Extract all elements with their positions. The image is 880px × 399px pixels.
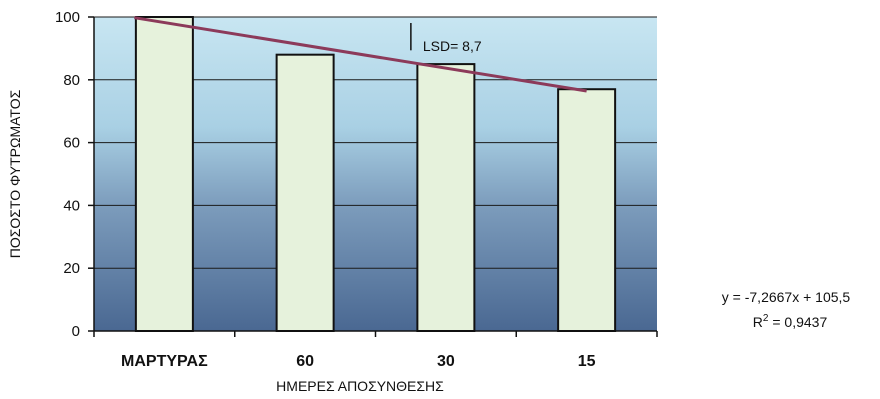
r2-value: = 0,9437: [768, 314, 827, 330]
r2-prefix: R: [753, 314, 763, 330]
lsd-group: LSD= 8,7: [410, 23, 482, 54]
r2-sup: 2: [763, 313, 769, 324]
trend-r-squared: R2 = 0,9437: [753, 313, 828, 330]
x-tick-label-2: 30: [437, 353, 455, 370]
x-tick-label-1: 60: [296, 353, 314, 370]
y-axis: 0 20 40 60 80 100: [55, 9, 95, 340]
trendline-group: [134, 16, 587, 93]
x-axis: ΜΑΡΤΥΡΑΣ 60 30 15: [93, 330, 658, 370]
y-tick-label-2: 40: [63, 197, 80, 214]
x-axis-title: ΗΜΕΡΕΣ ΑΠΟΣΥΝΘΕΣΗΣ: [276, 378, 444, 394]
trendline: [134, 16, 587, 93]
bar-3: [557, 88, 617, 332]
bars: [134, 16, 617, 333]
x-tick-label-0: ΜΑΡΤΥΡΑΣ: [121, 353, 208, 370]
y-tick-label-4: 80: [63, 72, 80, 89]
bar-2: [416, 63, 476, 332]
y-axis-title: ΠΟΣΟΣΤΟ ΦΥΤΡΩΜΑΤΟΣ: [7, 89, 23, 258]
bar-0: [134, 16, 194, 332]
y-tick-label-1: 20: [63, 260, 80, 277]
lsd-label: LSD= 8,7: [423, 38, 482, 54]
x-tick-label-3: 15: [578, 353, 596, 370]
y-tick-label-3: 60: [63, 135, 80, 152]
y-tick-label-0: 0: [72, 323, 80, 340]
bar-1: [275, 53, 335, 333]
trend-equation: y = -7,2667x + 105,5: [722, 289, 851, 305]
y-tick-label-5: 100: [55, 9, 80, 26]
